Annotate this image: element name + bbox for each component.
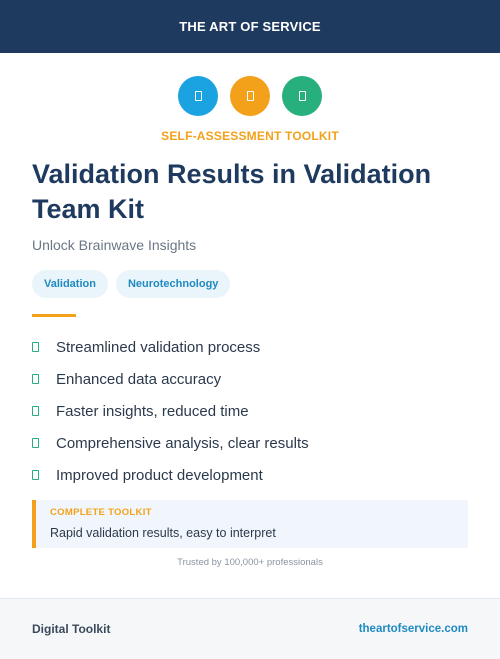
check-icon	[32, 438, 39, 448]
footer-label: Digital Toolkit	[32, 622, 111, 636]
feature-text: Improved product development	[56, 466, 263, 484]
feature-list: Streamlined validation process Enhanced …	[32, 331, 472, 491]
feature-text: Enhanced data accuracy	[56, 370, 222, 388]
check-icon	[32, 470, 39, 480]
footer-bar: Digital Toolkit theartofservice.com	[0, 598, 500, 659]
document-icon	[194, 91, 202, 101]
top-banner: THE ART OF SERVICE	[0, 0, 500, 53]
tag-list: Validation Neurotechnology	[32, 270, 231, 298]
icon-row	[0, 76, 500, 116]
tag-neurotechnology[interactable]: Neurotechnology	[115, 270, 231, 298]
accent-divider	[32, 314, 76, 317]
list-item: Streamlined validation process	[32, 331, 472, 363]
list-item: Faster insights, reduced time	[32, 395, 472, 427]
toolkit-callout: COMPLETE TOOLKIT Rapid validation result…	[32, 500, 468, 548]
callout-label: COMPLETE TOOLKIT	[50, 507, 152, 518]
document-icon	[298, 91, 306, 101]
feature-text: Streamlined validation process	[56, 338, 261, 356]
list-item: Comprehensive analysis, clear results	[32, 427, 472, 459]
callout-text: Rapid validation results, easy to interp…	[50, 526, 276, 540]
doc-icon-green	[282, 76, 322, 116]
brand-name: THE ART OF SERVICE	[179, 19, 321, 34]
doc-icon-blue	[178, 76, 218, 116]
list-item: Enhanced data accuracy	[32, 363, 472, 395]
document-icon	[246, 91, 254, 101]
page-title: Validation Results in Validation Team Ki…	[32, 159, 432, 224]
trust-note: Trusted by 100,000+ professionals	[177, 557, 323, 568]
feature-text: Faster insights, reduced time	[56, 402, 249, 420]
toolkit-kicker: SELF-ASSESSMENT TOOLKIT	[161, 129, 339, 143]
list-item: Improved product development	[32, 459, 472, 491]
feature-text: Comprehensive analysis, clear results	[56, 434, 309, 452]
page-subtitle: Unlock Brainwave Insights	[32, 237, 197, 253]
check-icon	[32, 406, 39, 416]
footer-website-link[interactable]: theartofservice.com	[358, 623, 468, 635]
doc-icon-orange	[230, 76, 270, 116]
check-icon	[32, 342, 39, 352]
tag-validation[interactable]: Validation	[32, 270, 108, 298]
check-icon	[32, 374, 39, 384]
